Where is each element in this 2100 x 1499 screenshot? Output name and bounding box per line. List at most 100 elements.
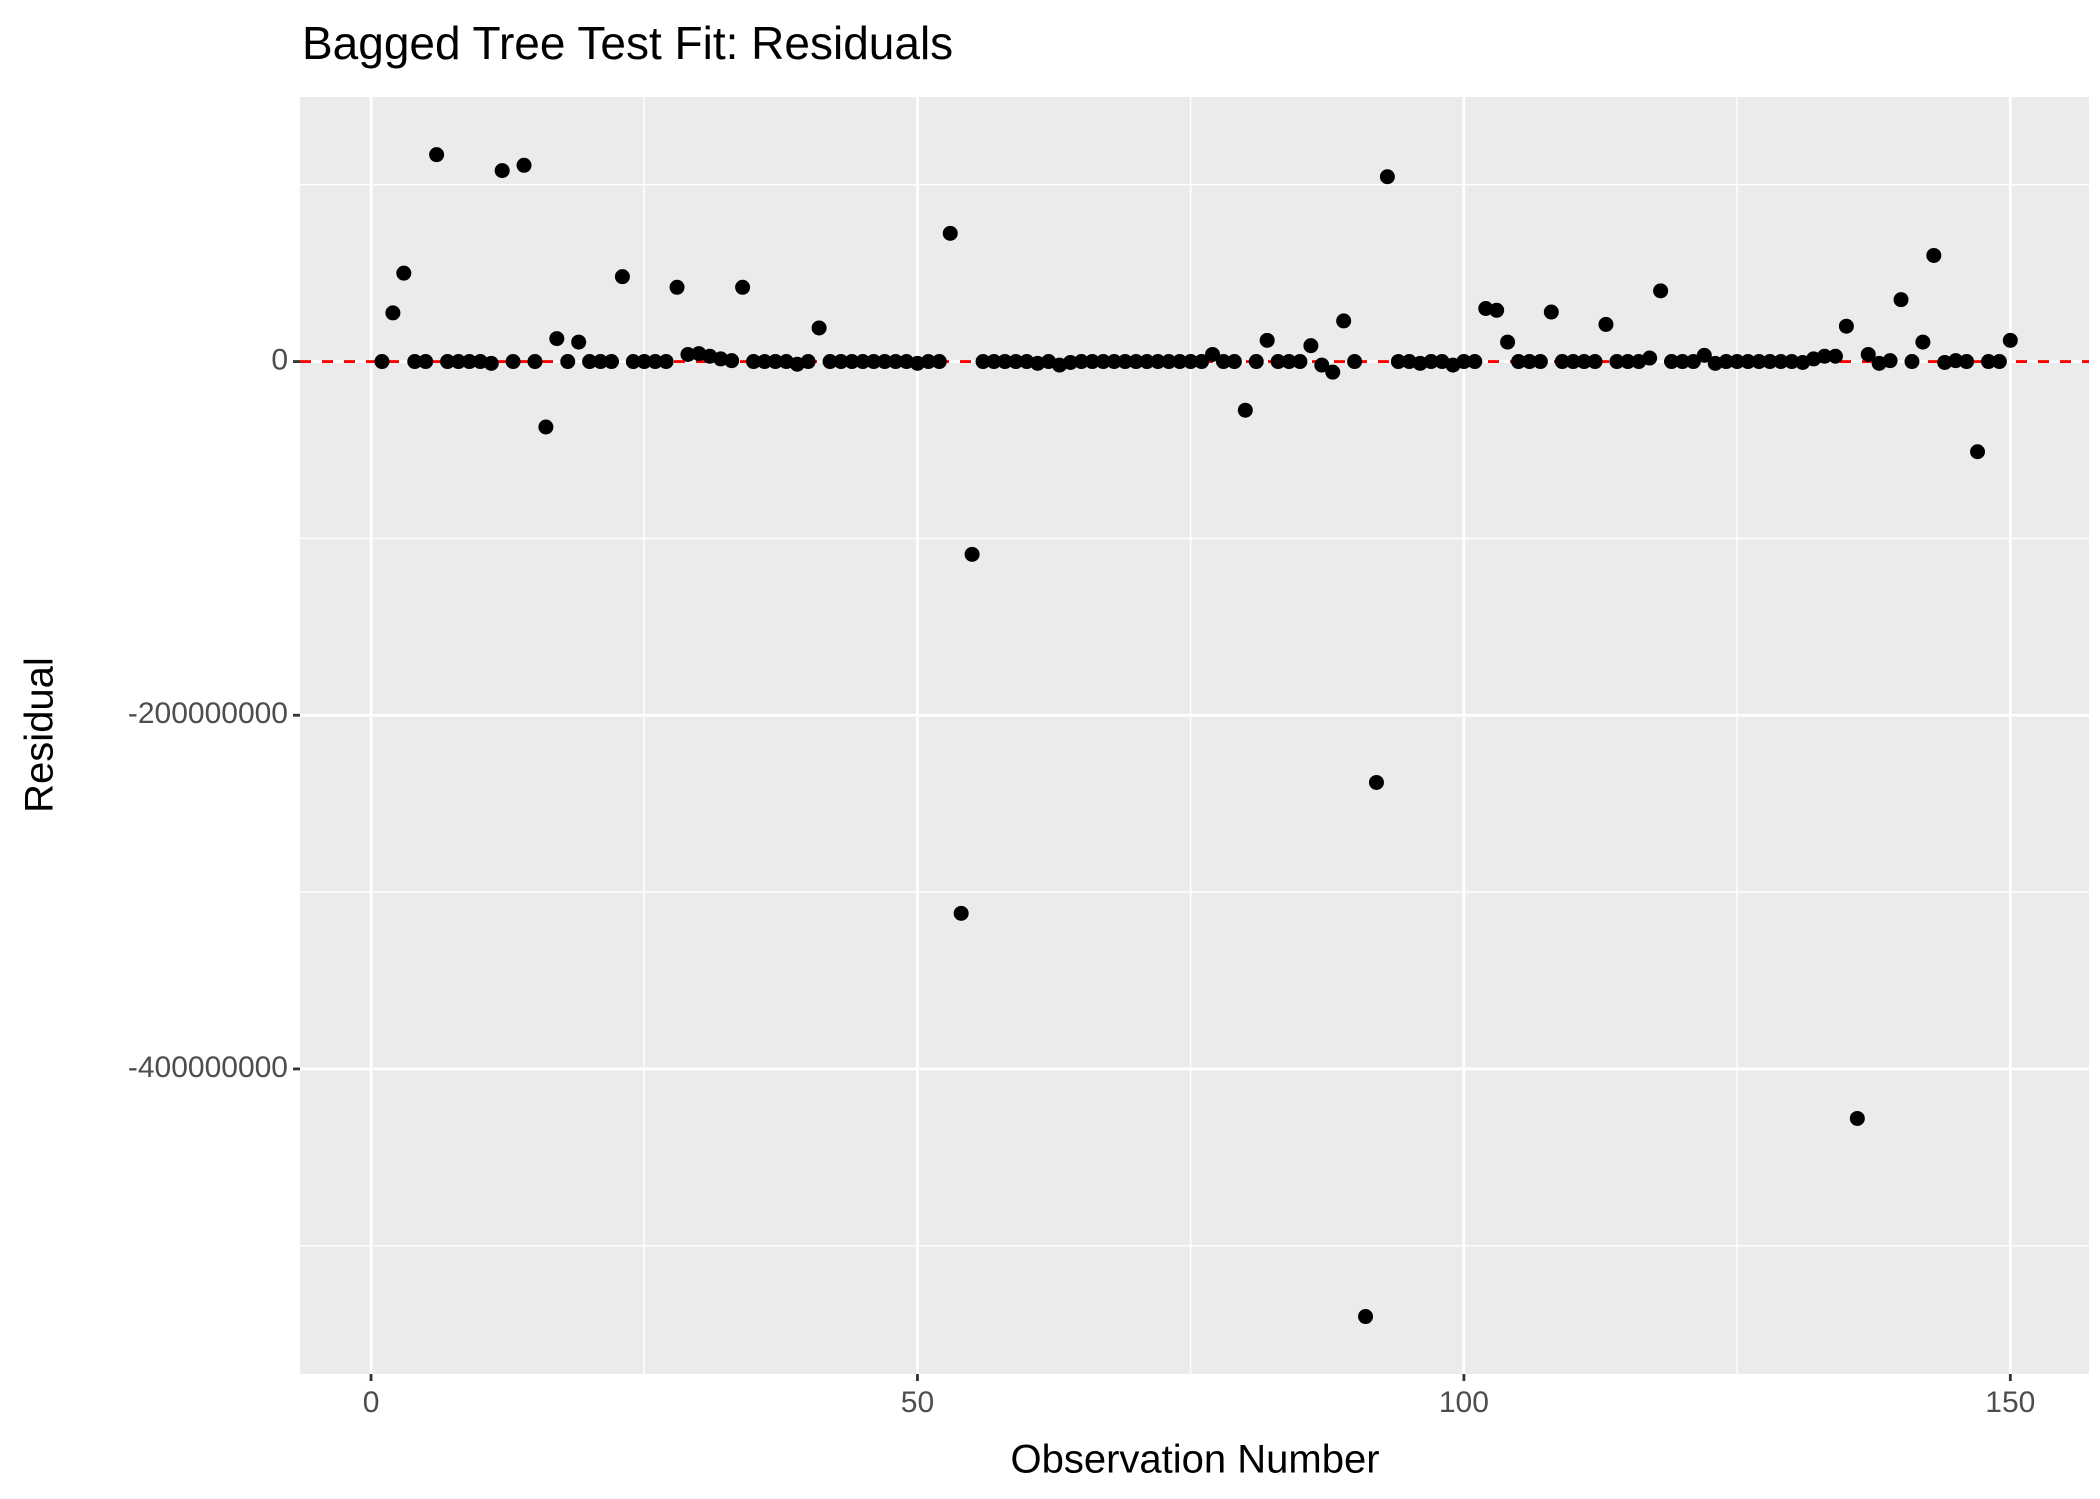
point: [822, 354, 838, 370]
point: [625, 354, 641, 370]
point: [1489, 302, 1505, 318]
chart-title: Bagged Tree Test Fit: Residuals: [302, 17, 953, 69]
point: [1980, 354, 1996, 370]
point: [571, 334, 587, 350]
point: [997, 354, 1013, 370]
point: [1838, 318, 1854, 334]
point: [1860, 346, 1876, 362]
x-tick-label: 50: [901, 1386, 934, 1419]
point: [1215, 354, 1231, 370]
point: [494, 163, 510, 179]
point: [931, 354, 947, 370]
point: [1664, 354, 1680, 370]
point: [680, 346, 696, 362]
point: [746, 354, 762, 370]
point: [603, 354, 619, 370]
point: [1008, 354, 1024, 370]
point: [1336, 313, 1352, 329]
point: [1194, 354, 1210, 370]
point: [374, 354, 390, 370]
point: [1281, 354, 1297, 370]
point: [516, 157, 532, 173]
point: [1642, 350, 1658, 366]
point: [1325, 364, 1341, 380]
point: [396, 265, 412, 281]
point: [1849, 1110, 1865, 1126]
point: [1587, 354, 1603, 370]
point: [1893, 292, 1909, 308]
point: [1609, 354, 1625, 370]
point: [1073, 354, 1089, 370]
x-tick-label: 100: [1439, 1386, 1489, 1419]
point: [418, 354, 434, 370]
point: [1696, 347, 1712, 363]
point: [1554, 354, 1570, 370]
point: [888, 354, 904, 370]
plot-panel: [300, 97, 2089, 1374]
point: [549, 331, 565, 347]
point: [1456, 354, 1472, 370]
point: [1685, 354, 1701, 370]
point: [767, 354, 783, 370]
point: [1762, 354, 1778, 370]
point: [1062, 354, 1078, 370]
point: [964, 546, 980, 562]
point: [1718, 354, 1734, 370]
point: [2002, 332, 2018, 348]
point: [429, 147, 445, 163]
point: [1904, 354, 1920, 370]
point: [614, 269, 630, 285]
y-axis-label: Residual: [18, 657, 62, 813]
point: [1314, 357, 1330, 373]
point: [1358, 1309, 1374, 1325]
point: [593, 354, 609, 370]
point: [1259, 332, 1275, 348]
point: [920, 354, 936, 370]
x-tick-label: 0: [363, 1386, 380, 1419]
point: [1784, 354, 1800, 370]
point: [1598, 316, 1614, 332]
point: [1674, 354, 1690, 370]
point: [1139, 354, 1155, 370]
point: [1237, 402, 1253, 418]
point: [1653, 283, 1669, 299]
y-tick-label: 0: [271, 343, 288, 376]
point: [1959, 354, 1975, 370]
point: [1248, 354, 1264, 370]
point: [1226, 354, 1242, 370]
point: [756, 354, 772, 370]
point: [1970, 444, 1986, 460]
point: [724, 353, 740, 369]
point: [1379, 169, 1395, 185]
point: [1532, 354, 1548, 370]
point: [1729, 354, 1745, 370]
point: [975, 354, 991, 370]
point: [1368, 774, 1384, 790]
point: [1270, 354, 1286, 370]
point: [1084, 354, 1100, 370]
point: [1500, 334, 1516, 350]
point: [1817, 348, 1833, 364]
point: [1150, 354, 1166, 370]
point: [1827, 348, 1843, 364]
point: [855, 354, 871, 370]
point: [636, 354, 652, 370]
point: [1292, 354, 1308, 370]
point: [953, 905, 969, 921]
point: [385, 305, 401, 321]
point: [1106, 354, 1122, 370]
point: [669, 279, 685, 295]
point: [461, 354, 477, 370]
point: [1511, 354, 1527, 370]
point: [844, 354, 860, 370]
point: [1117, 354, 1133, 370]
point: [560, 354, 576, 370]
y-tick-label: -400000000: [128, 1051, 288, 1084]
point: [407, 354, 423, 370]
point: [527, 354, 543, 370]
point: [986, 354, 1002, 370]
point: [1161, 354, 1177, 370]
point: [440, 354, 456, 370]
point: [1423, 354, 1439, 370]
